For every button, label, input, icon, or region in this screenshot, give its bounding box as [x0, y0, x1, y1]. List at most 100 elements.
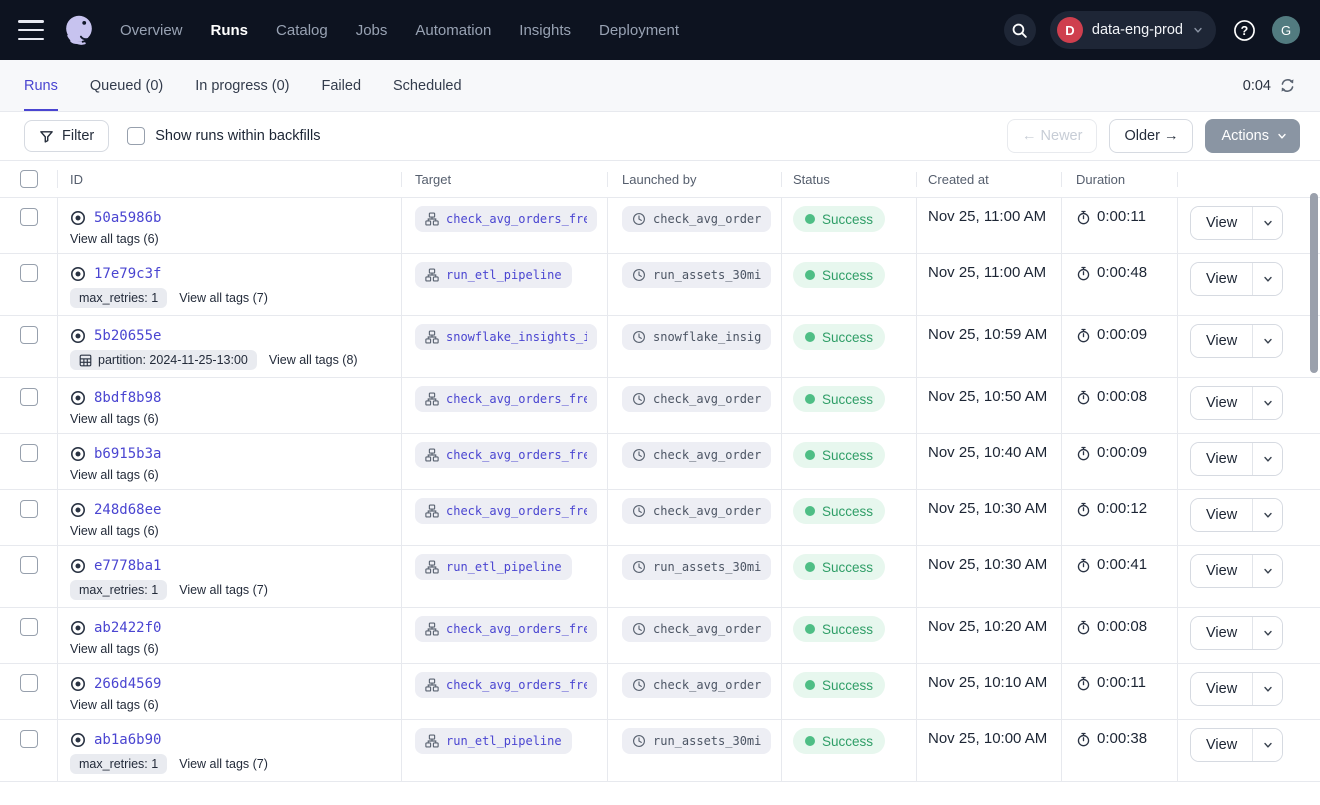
row-checkbox[interactable] [20, 264, 38, 282]
row-checkbox[interactable] [20, 674, 38, 692]
run-id-link[interactable]: 266d4569 [94, 676, 161, 692]
view-dropdown-button[interactable] [1252, 325, 1282, 357]
view-dropdown-button[interactable] [1252, 729, 1282, 761]
nav-item-jobs[interactable]: Jobs [356, 22, 388, 39]
launched-by-pill[interactable]: run_assets_30min [622, 554, 771, 580]
tab-in-progress[interactable]: In progress (0) [195, 60, 289, 111]
view-all-tags-link[interactable]: View all tags (6) [70, 698, 159, 712]
run-id-link[interactable]: 248d68ee [94, 502, 161, 518]
view-dropdown-button[interactable] [1252, 387, 1282, 419]
run-id-link[interactable]: e7778ba1 [94, 558, 161, 574]
target-pill[interactable]: check_avg_orders_freshne [415, 206, 597, 232]
row-checkbox[interactable] [20, 556, 38, 574]
newer-button[interactable]: ← Newer [1007, 119, 1097, 153]
nav-item-deployment[interactable]: Deployment [599, 22, 679, 39]
nav-item-runs[interactable]: Runs [211, 22, 249, 39]
view-all-tags-link[interactable]: View all tags (6) [70, 232, 159, 246]
view-button[interactable]: View [1191, 729, 1252, 761]
run-tag-pill[interactable]: partition: 2024-11-25-13:00 [70, 350, 257, 370]
nav-item-overview[interactable]: Overview [120, 22, 183, 39]
workspace-switcher[interactable]: D data-eng-prod [1050, 11, 1216, 49]
view-all-tags-link[interactable]: View all tags (6) [70, 412, 159, 426]
view-dropdown-button[interactable] [1252, 207, 1282, 239]
target-pill[interactable]: check_avg_orders_freshne [415, 386, 597, 412]
view-button[interactable]: View [1191, 617, 1252, 649]
nav-item-catalog[interactable]: Catalog [276, 22, 328, 39]
view-dropdown-button[interactable] [1252, 673, 1282, 705]
target-pill[interactable]: check_avg_orders_freshne [415, 498, 597, 524]
run-id-link[interactable]: 17e79c3f [94, 266, 161, 282]
view-dropdown-button[interactable] [1252, 499, 1282, 531]
view-all-tags-link[interactable]: View all tags (7) [179, 291, 268, 305]
launched-by-pill[interactable]: check_avg_orders_f… [622, 386, 771, 412]
view-all-tags-link[interactable]: View all tags (7) [179, 757, 268, 771]
view-dropdown-button[interactable] [1252, 617, 1282, 649]
tab-runs[interactable]: Runs [24, 60, 58, 111]
search-button[interactable] [1004, 14, 1036, 46]
hamburger-menu-icon[interactable] [18, 20, 44, 40]
user-avatar[interactable]: G [1272, 16, 1300, 44]
view-dropdown-button[interactable] [1252, 555, 1282, 587]
row-checkbox[interactable] [20, 730, 38, 748]
run-id-link[interactable]: ab1a6b90 [94, 732, 161, 748]
view-all-tags-link[interactable]: View all tags (6) [70, 524, 159, 538]
view-all-tags-link[interactable]: View all tags (8) [269, 353, 358, 367]
vertical-scrollbar[interactable] [1310, 165, 1318, 795]
view-button[interactable]: View [1191, 207, 1252, 239]
dagster-logo-icon[interactable] [60, 11, 98, 49]
run-id-link[interactable]: 50a5986b [94, 210, 161, 226]
row-checkbox[interactable] [20, 208, 38, 226]
older-button[interactable]: Older → [1109, 119, 1193, 153]
target-pill[interactable]: run_etl_pipeline [415, 728, 572, 754]
target-pill[interactable]: check_avg_orders_freshne [415, 616, 597, 642]
view-all-tags-link[interactable]: View all tags (6) [70, 642, 159, 656]
nav-item-automation[interactable]: Automation [415, 22, 491, 39]
refresh-icon[interactable] [1279, 77, 1296, 94]
show-backfills-checkbox[interactable] [127, 127, 145, 145]
launched-by-pill[interactable]: run_assets_30min [622, 728, 771, 754]
row-checkbox[interactable] [20, 500, 38, 518]
view-button[interactable]: View [1191, 325, 1252, 357]
row-checkbox[interactable] [20, 388, 38, 406]
tab-scheduled[interactable]: Scheduled [393, 60, 462, 111]
launched-by-pill[interactable]: check_avg_orders_f… [622, 672, 771, 698]
row-checkbox[interactable] [20, 444, 38, 462]
run-id-link[interactable]: b6915b3a [94, 446, 161, 462]
view-button[interactable]: View [1191, 499, 1252, 531]
run-tag-pill[interactable]: max_retries: 1 [70, 288, 167, 308]
target-pill[interactable]: check_avg_orders_freshne [415, 442, 597, 468]
tab-failed[interactable]: Failed [322, 60, 362, 111]
launched-by-pill[interactable]: run_assets_30min [622, 262, 771, 288]
scrollbar-thumb[interactable] [1310, 193, 1318, 373]
target-pill[interactable]: snowflake_insights_import [415, 324, 597, 350]
view-button[interactable]: View [1191, 263, 1252, 295]
actions-button[interactable]: Actions [1205, 119, 1300, 153]
target-pill[interactable]: check_avg_orders_freshne [415, 672, 597, 698]
view-dropdown-button[interactable] [1252, 443, 1282, 475]
nav-item-insights[interactable]: Insights [519, 22, 571, 39]
view-button[interactable]: View [1191, 443, 1252, 475]
launched-by-pill[interactable]: check_avg_orders_f… [622, 616, 771, 642]
select-all-checkbox[interactable] [20, 170, 38, 188]
target-pill[interactable]: run_etl_pipeline [415, 554, 572, 580]
row-checkbox[interactable] [20, 326, 38, 344]
tab-queued[interactable]: Queued (0) [90, 60, 163, 111]
filter-button[interactable]: Filter [24, 120, 109, 152]
run-id-link[interactable]: 5b20655e [94, 328, 161, 344]
row-checkbox[interactable] [20, 618, 38, 636]
run-tag-pill[interactable]: max_retries: 1 [70, 580, 167, 600]
view-button[interactable]: View [1191, 555, 1252, 587]
view-all-tags-link[interactable]: View all tags (7) [179, 583, 268, 597]
target-pill[interactable]: run_etl_pipeline [415, 262, 572, 288]
view-dropdown-button[interactable] [1252, 263, 1282, 295]
view-button[interactable]: View [1191, 673, 1252, 705]
launched-by-pill[interactable]: check_avg_orders_f… [622, 442, 771, 468]
launched-by-pill[interactable]: snowflake_insights_… [622, 324, 771, 350]
launched-by-pill[interactable]: check_avg_orders_f… [622, 498, 771, 524]
view-all-tags-link[interactable]: View all tags (6) [70, 468, 159, 482]
run-tag-pill[interactable]: max_retries: 1 [70, 754, 167, 774]
view-button[interactable]: View [1191, 387, 1252, 419]
run-id-link[interactable]: 8bdf8b98 [94, 390, 161, 406]
launched-by-pill[interactable]: check_avg_orders_f… [622, 206, 771, 232]
run-id-link[interactable]: ab2422f0 [94, 620, 161, 636]
